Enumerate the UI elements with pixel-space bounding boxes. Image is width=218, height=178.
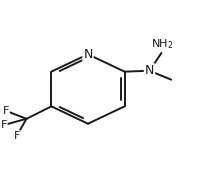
Text: NH$_2$: NH$_2$ <box>151 37 174 51</box>
Text: F: F <box>0 120 7 130</box>
Text: F: F <box>3 106 9 116</box>
Text: N: N <box>145 64 154 77</box>
Text: F: F <box>14 131 20 141</box>
Text: N: N <box>83 48 93 61</box>
